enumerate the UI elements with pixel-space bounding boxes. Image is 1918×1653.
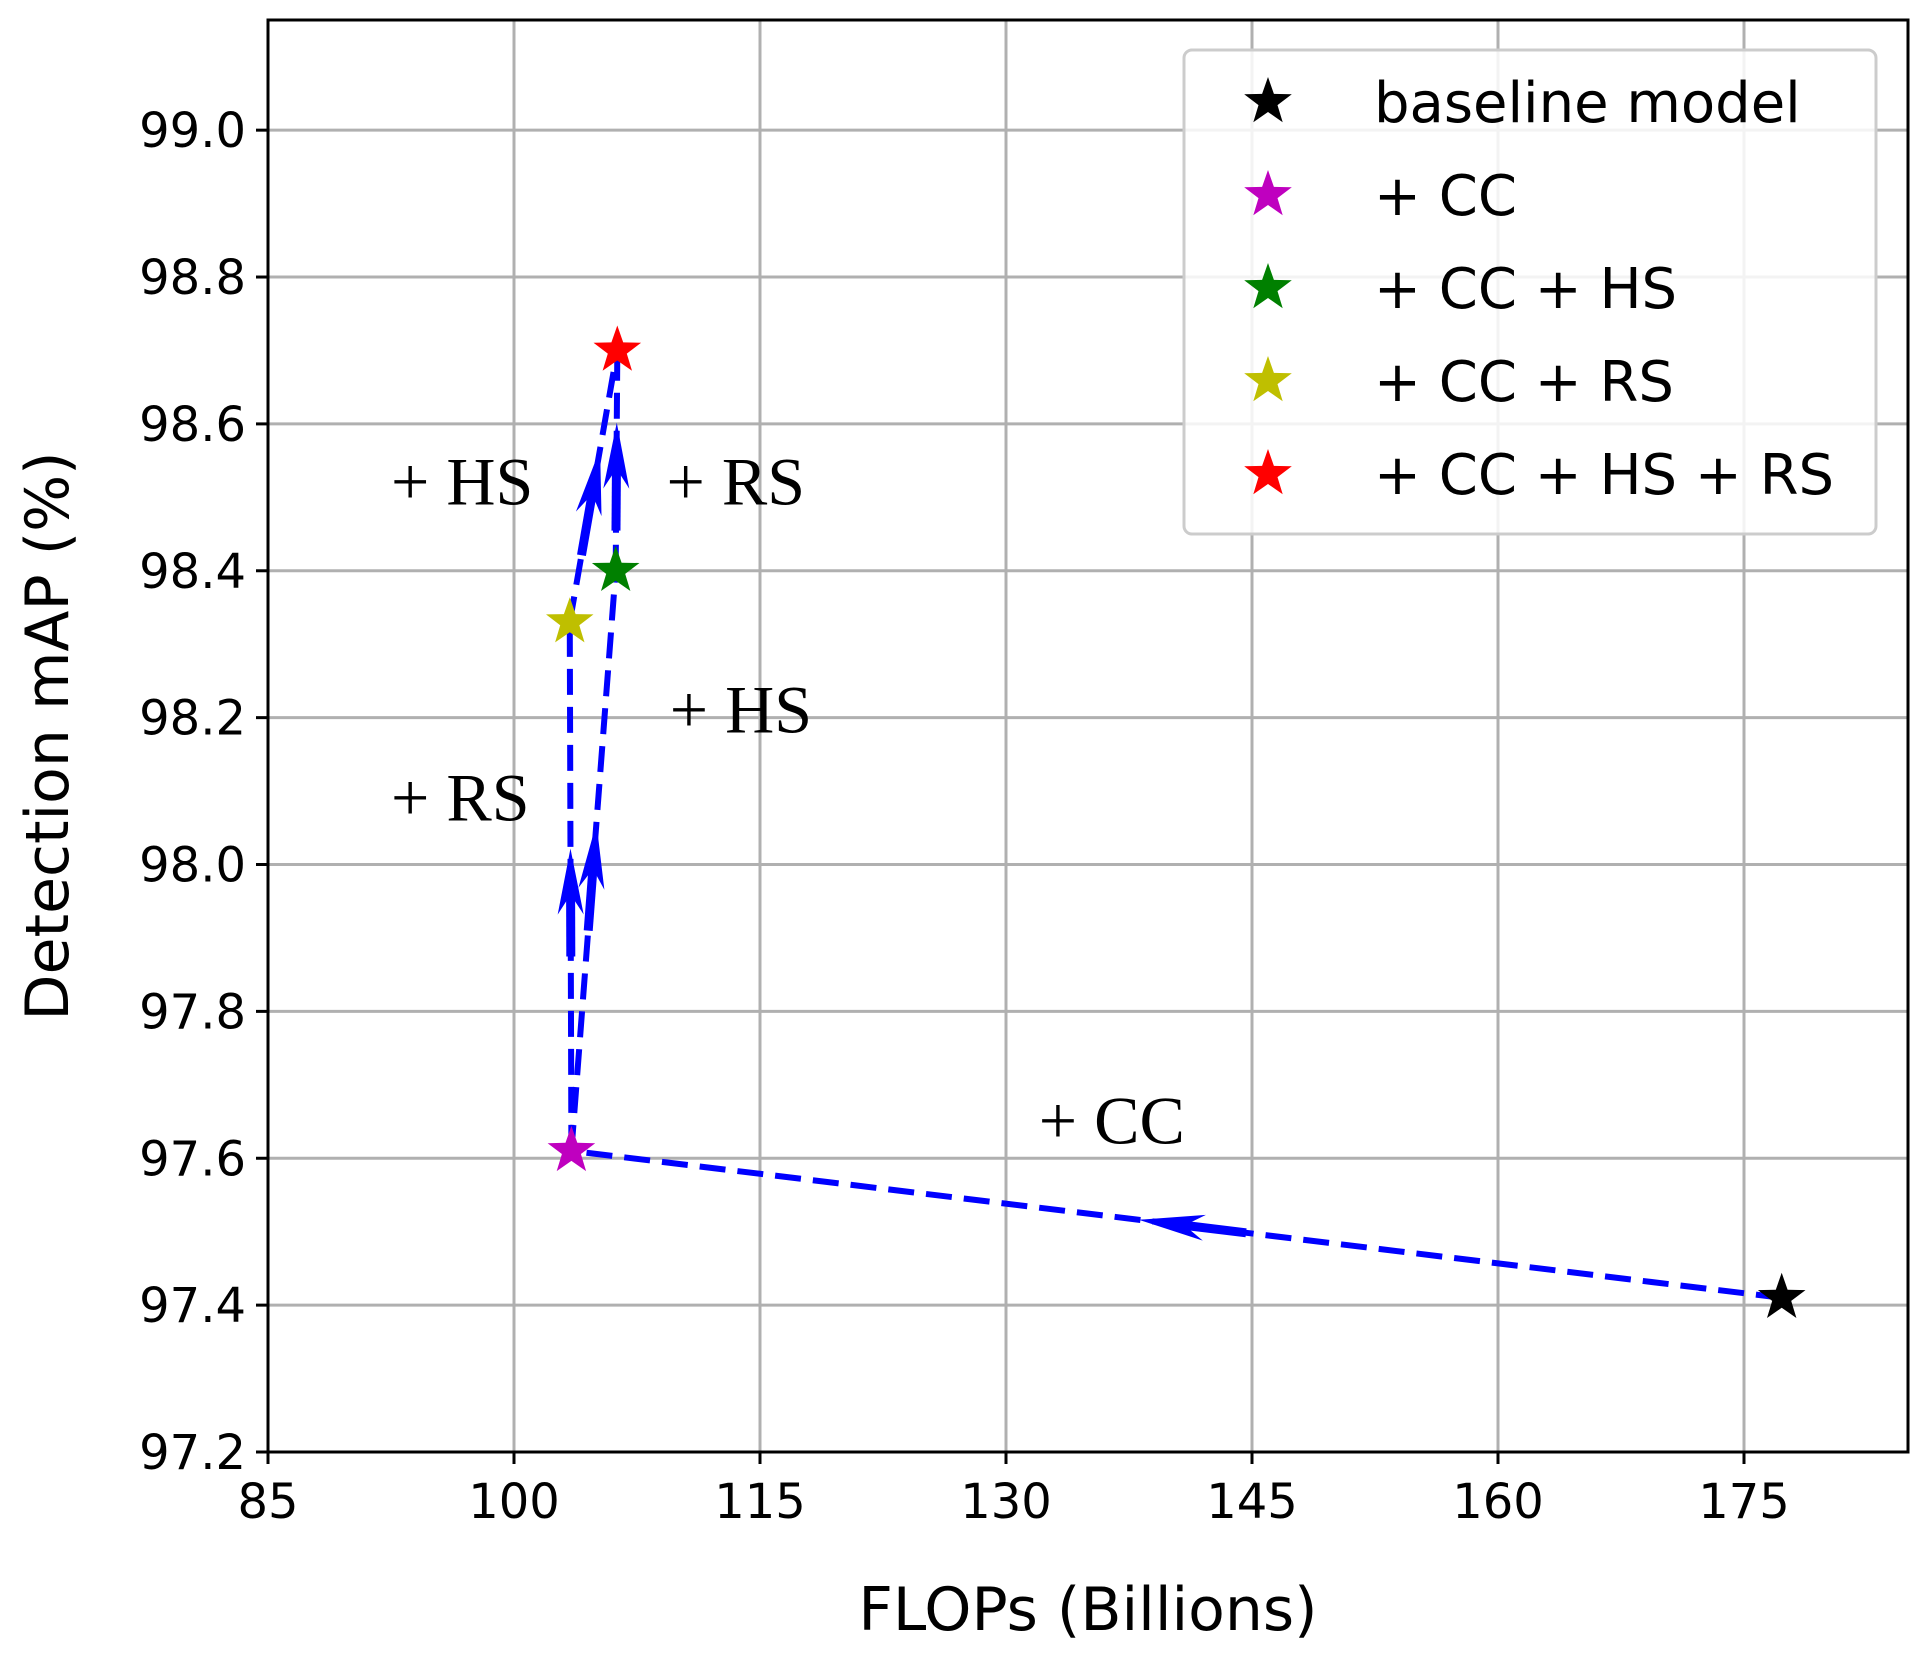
path-line-2 <box>566 622 575 1151</box>
path-arrow-shaft-0 <box>1176 1219 1247 1238</box>
legend-label-4: + CC + HS + RS <box>1374 443 1834 508</box>
path-arrow-head-3 <box>603 422 630 489</box>
path-arrow-head-4 <box>575 448 602 517</box>
transition-paths <box>557 349 1783 1301</box>
star-point-0 <box>1757 1272 1806 1318</box>
x-tick-label: 115 <box>714 1474 806 1530</box>
y-tick-label: 97.4 <box>139 1278 246 1334</box>
y-tick-label: 98.6 <box>139 397 246 453</box>
annotation-4: + RS <box>667 444 806 520</box>
legend-label-2: + CC + HS <box>1374 257 1677 322</box>
legend-marker-2 <box>1244 263 1292 309</box>
path-arrow-shaft-1 <box>583 860 599 931</box>
x-tick-label: 85 <box>237 1474 298 1530</box>
legend: baseline model + CC + CC + HS + CC + RS + CC… <box>1182 48 1878 536</box>
plot-frame <box>266 18 1910 1454</box>
legend-marker-1 <box>1244 170 1292 216</box>
y-tick-label: 98.4 <box>139 544 246 600</box>
path-arrow-head-2 <box>557 848 584 915</box>
path-arrow-head-1 <box>578 822 605 890</box>
x-tick-label: 175 <box>1698 1474 1790 1530</box>
annotation-2: + RS <box>391 759 530 835</box>
path-arrow-shaft-4 <box>577 485 598 557</box>
star-point-4 <box>593 325 642 371</box>
y-tick-label: 98.8 <box>139 250 246 306</box>
star-point-2 <box>591 545 640 591</box>
legend-marker-4 <box>1244 449 1292 495</box>
x-tick-label: 160 <box>1452 1474 1544 1530</box>
legend-label-0: baseline model <box>1374 71 1801 136</box>
path-annotations: + CC + HS + RS + HS + RS <box>391 444 1185 1159</box>
y-tick-label: 97.2 <box>139 1425 246 1481</box>
y-axis-ticks: 97.2 97.4 97.6 97.8 98.0 98.2 98.4 98.6 98.8 99.0 <box>139 103 268 1481</box>
x-tick-label: 130 <box>960 1474 1052 1530</box>
data-points <box>546 325 1806 1318</box>
x-axis-ticks: 85 100 115 130 145 160 175 <box>237 1452 1790 1530</box>
y-axis-title: Detection mAP (%) <box>13 451 83 1020</box>
x-tick-label: 145 <box>1206 1474 1298 1530</box>
star-point-3 <box>546 597 594 643</box>
legend-label-3: + CC + RS <box>1374 350 1674 415</box>
annotation-1: + HS <box>670 671 812 747</box>
x-axis-title: FLOPs (Billions) <box>858 1575 1317 1645</box>
path-arrow-shaft-3 <box>611 460 621 531</box>
y-tick-label: 97.6 <box>139 1131 246 1187</box>
legend-label-1: + CC <box>1374 164 1517 229</box>
x-tick-label: 100 <box>468 1474 560 1530</box>
star-point-1 <box>547 1125 596 1172</box>
y-tick-label: 99.0 <box>139 103 246 159</box>
legend-marker-0 <box>1244 77 1292 123</box>
legend-marker-3 <box>1244 356 1292 402</box>
annotation-3: + HS <box>391 444 533 520</box>
annotation-0: + CC <box>1039 1083 1185 1159</box>
y-tick-label: 98.0 <box>139 838 246 894</box>
path-arrow-head-0 <box>1138 1214 1206 1241</box>
legend-box <box>1182 48 1878 536</box>
y-tick-label: 98.2 <box>139 691 246 747</box>
y-tick-label: 97.8 <box>139 984 246 1040</box>
